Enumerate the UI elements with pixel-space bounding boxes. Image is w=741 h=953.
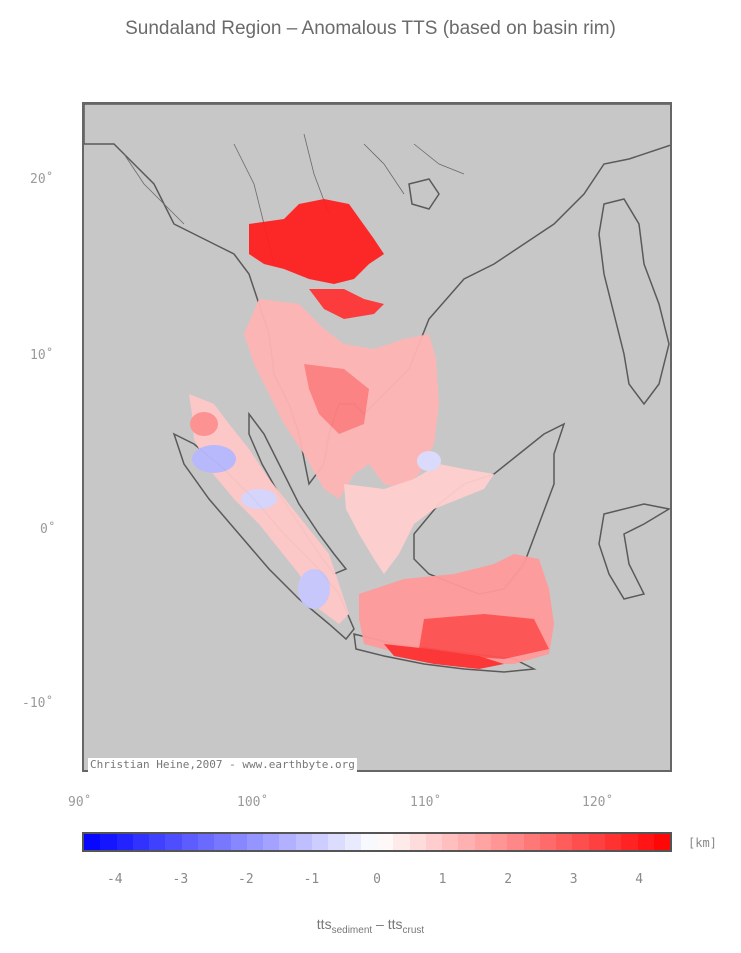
colorbar-segment: [377, 834, 394, 850]
colorbar-segment: [409, 834, 426, 850]
landmass-sulawesi: [598, 503, 670, 600]
colorbar-segment: [491, 834, 508, 850]
colorbar-segment: [279, 834, 296, 850]
colorbar-segment: [344, 834, 361, 850]
colorbar-segment: [425, 834, 443, 850]
colorbar-segment: [116, 834, 133, 850]
anomaly-sumatra-blue-2: [241, 489, 277, 509]
colorbar-tick-label: 4: [635, 872, 644, 887]
anomaly-java-south: [384, 644, 504, 669]
colorbar-segment: [605, 834, 622, 850]
axis-title-sub1: sediment: [331, 924, 373, 936]
lat-label-10: 10˚: [30, 348, 54, 363]
map-frame: [82, 102, 672, 772]
colorbar-segment: [165, 834, 182, 850]
river-lines: [123, 133, 465, 265]
colorbar-segment: [263, 834, 280, 850]
anomaly-sumatra-blue-3: [298, 569, 330, 609]
lat-label-20: 20˚: [30, 172, 54, 187]
anomaly-khorat-east: [309, 289, 384, 319]
colorbar-tick-label: 3: [569, 872, 578, 887]
colorbar-tick-label: -3: [172, 872, 189, 887]
colorbar-segment: [181, 834, 198, 850]
colorbar-segment: [197, 834, 215, 850]
lon-label-100: 100˚: [237, 795, 269, 810]
axis-title-sep: – tts: [372, 916, 403, 932]
colorbar-segment: [132, 834, 150, 850]
colorbar-segment: [214, 834, 231, 850]
anomaly-sumatra-red: [190, 412, 218, 436]
colorbar-tick-label: 0: [373, 872, 381, 887]
tts-anomaly-field: [189, 199, 554, 669]
colorbar-tick-label: -1: [303, 872, 320, 887]
colorbar-segment: [539, 834, 557, 850]
anomaly-natuna-blue: [417, 451, 441, 471]
colorbar-tick-label: 2: [504, 872, 513, 887]
anomaly-sumatra-blue-1: [192, 445, 236, 473]
landmass-hainan: [408, 178, 440, 210]
map-title: Sundaland Region – Anomalous TTS (based …: [125, 18, 616, 39]
colorbar-segment: [523, 834, 540, 850]
colorbar-axis-title: ttssediment – ttscrust: [0, 916, 741, 936]
colorbar-segment: [474, 834, 492, 850]
colorbar-segment: [588, 834, 605, 850]
colorbar-tick-label: -2: [238, 872, 254, 887]
anomaly-khorat: [249, 199, 384, 284]
lon-label-120: 120˚: [582, 795, 614, 810]
colorbar-segment: [556, 834, 573, 850]
anomaly-gulf-core: [304, 364, 369, 434]
colorbar-segment: [149, 834, 166, 850]
colorbar-segment: [458, 834, 475, 850]
axis-title-main: tts: [316, 916, 332, 932]
lat-label-0: 0˚: [40, 522, 56, 537]
colorbar-segment: [246, 834, 264, 850]
colorbar-segment: [653, 834, 671, 850]
axis-title-sub2: crust: [402, 924, 425, 936]
colorbar-segment: [621, 834, 638, 850]
colorbar-tick-label: -4: [106, 872, 123, 887]
colorbar-segment: [442, 834, 459, 850]
anomaly-java-sea-core: [419, 614, 549, 659]
map-canvas: [84, 104, 670, 673]
credit-label: Christian Heine,2007 - www.earthbyte.org: [88, 758, 357, 772]
landmass-malay-peninsula: [248, 411, 348, 575]
colorbar-segment: [572, 834, 589, 850]
colorbar-segment: [328, 834, 345, 850]
lat-label-minus10: -10˚: [22, 696, 54, 711]
colorbar-segment: [507, 834, 524, 850]
colorbar-tick-label: 1: [438, 872, 447, 887]
landmass-philippines: [598, 198, 670, 406]
lon-label-90: 90˚: [68, 795, 92, 810]
colorbar-segment: [230, 834, 247, 850]
colorbar-segment: [84, 834, 101, 850]
colorbar-segment: [360, 834, 378, 850]
lon-label-110: 110˚: [410, 795, 442, 810]
colorbar-segment: [637, 834, 654, 850]
colorbar: [82, 832, 672, 852]
anomaly-natuna: [344, 464, 494, 574]
colorbar-segment: [311, 834, 329, 850]
colorbar-segment: [100, 834, 117, 850]
colorbar-segment: [393, 834, 410, 850]
colorbar-unit: [km]: [688, 836, 717, 850]
colorbar-segment: [295, 834, 312, 850]
